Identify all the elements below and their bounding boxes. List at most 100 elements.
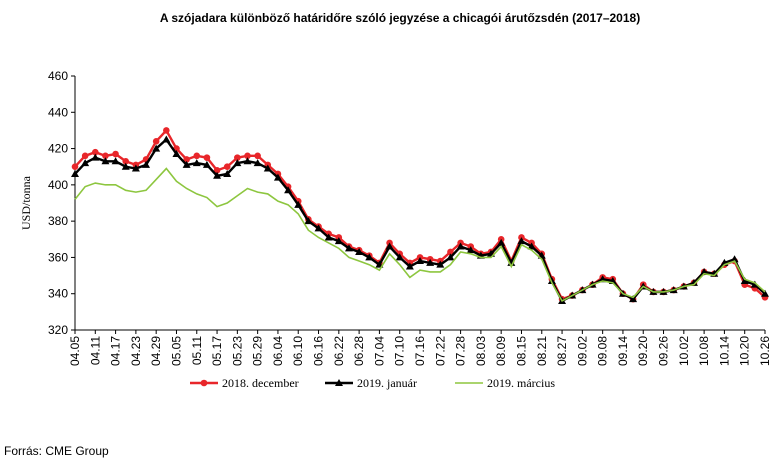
data-point [456,242,465,250]
series-line [74,167,766,303]
data-point [142,160,151,168]
data-point [193,152,201,160]
data-point [700,267,709,275]
legend-marker [200,379,208,387]
data-point [761,289,769,297]
data-point [426,258,435,266]
data-point [71,163,79,171]
x-tick-label: 10.02 [677,336,691,366]
y-tick-label: 440 [48,105,68,119]
data-point [416,257,424,265]
data-point [203,154,211,161]
data-point [334,237,343,245]
data-point [233,159,242,167]
x-tick-label: 04.11 [88,336,102,365]
data-point [253,159,262,167]
y-tick-label: 380 [48,214,68,228]
x-tick-label: 06.16 [312,336,326,366]
data-point [547,277,556,285]
data-point [112,150,119,158]
data-point [314,224,323,232]
y-tick-label: 400 [48,178,68,192]
x-tick-label: 07.10 [393,336,407,366]
series-line [74,137,766,303]
data-point [365,253,374,261]
y-tick-label: 420 [48,142,68,156]
legend-label: 2019. március [487,376,555,390]
chart-title: A szójadara különböző határidőre szóló j… [160,11,640,25]
data-point [91,148,99,156]
x-tick-label: 10.14 [717,336,731,366]
data-point [152,138,160,145]
data-point [527,242,536,250]
y-tick-label: 320 [48,323,68,337]
x-tick-label: 10.08 [697,336,711,366]
data-point [254,152,261,160]
data-point [243,157,252,165]
data-point [304,217,313,225]
data-point [131,164,140,172]
data-point [101,157,110,165]
x-tick-label: 05.11 [190,336,204,365]
data-point [395,253,404,261]
x-tick-label: 05.05 [169,336,183,366]
data-point [244,152,251,160]
x-tick-label: 08.09 [494,336,508,366]
y-axis-label: USD/tonna [19,175,33,230]
data-point [750,280,759,288]
data-point [598,275,607,283]
x-tick-label: 07.28 [454,336,468,366]
x-tick-label: 06.28 [352,336,366,366]
data-point [344,244,353,252]
data-point [446,253,455,261]
x-tick-label: 09.26 [657,336,671,366]
x-tick-label: 08.21 [535,336,549,366]
data-point [213,171,222,179]
data-point [294,200,303,208]
data-point [183,156,190,163]
x-tick-label: 06.04 [271,336,285,366]
data-point [436,260,445,268]
data-point [405,262,414,270]
data-point [163,127,170,134]
x-tick-label: 05.23 [230,336,244,366]
data-point [223,169,232,177]
x-tick-label: 04.17 [109,336,123,366]
x-tick-label: 06.10 [291,336,305,366]
data-point [284,186,293,194]
x-tick-label: 07.16 [413,336,427,366]
data-point [629,295,638,303]
x-tick-label: 10.26 [758,336,772,366]
data-point [111,157,120,165]
x-tick-label: 08.15 [514,336,528,366]
data-point [689,278,698,286]
x-tick-label: 04.05 [68,336,82,366]
x-tick-label: 05.29 [251,336,265,366]
data-point [385,242,394,250]
data-point [182,160,191,168]
data-point [192,159,201,167]
source: Forrás: CME Group [4,444,109,458]
x-tick-label: 06.22 [332,336,346,366]
data-point [263,164,272,172]
data-point [324,233,333,241]
data-point [355,247,364,255]
x-tick-label: 07.22 [433,336,447,366]
x-tick-label: 08.03 [474,336,488,366]
data-point [91,153,100,161]
x-tick-label: 08.27 [555,336,569,366]
data-point [152,144,161,152]
data-point [102,152,109,160]
x-tick-label: 10.20 [738,336,752,366]
data-point [273,173,282,181]
data-point [497,238,506,246]
y-tick-label: 360 [48,250,68,264]
y-tick-label: 340 [48,287,68,301]
x-tick-label: 04.29 [149,336,163,366]
data-point [223,163,231,171]
data-point [730,255,739,263]
legend-label: 2019. január [357,376,417,390]
x-tick-label: 09.02 [575,336,589,366]
data-point [121,162,130,170]
